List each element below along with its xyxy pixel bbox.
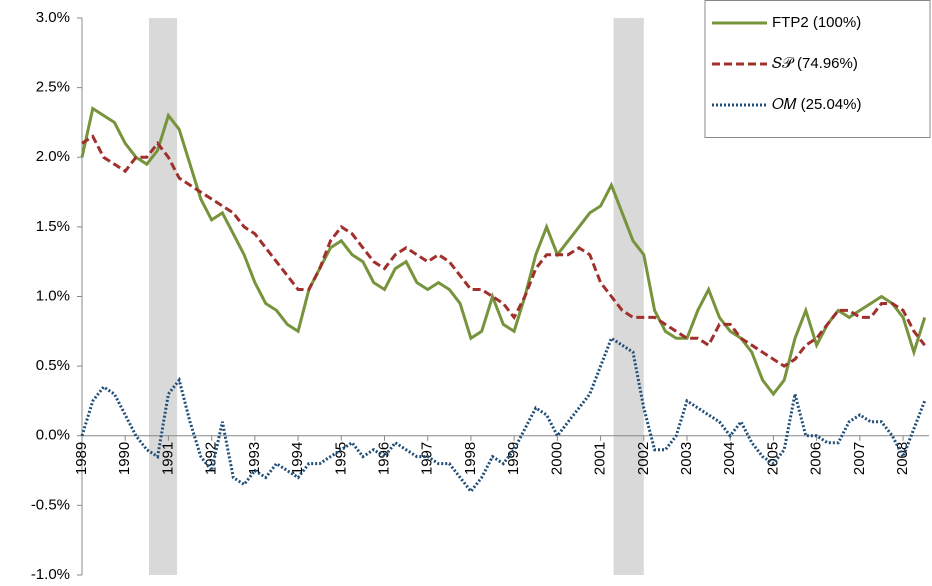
x-tick-label: 1995 xyxy=(332,442,349,475)
x-tick-label: 1989 xyxy=(73,442,90,475)
y-tick-label: 0.5% xyxy=(36,357,70,374)
x-tick-label: 1998 xyxy=(462,442,479,475)
y-tick-label: -1.0% xyxy=(31,566,70,583)
x-tick-label: 1993 xyxy=(246,442,263,475)
x-tick-label: 2006 xyxy=(808,442,825,475)
legend-label: FTP2 (100%) xyxy=(772,14,861,31)
x-tick-label: 2007 xyxy=(851,442,868,475)
shaded-period xyxy=(148,18,178,575)
x-tick-label: 1990 xyxy=(116,442,133,475)
x-tick-label: 1992 xyxy=(203,442,220,475)
x-tick-label: 1997 xyxy=(419,442,436,475)
y-tick-label: 1.0% xyxy=(36,287,70,304)
legend-label: 𝑆𝒫 (74.96%) xyxy=(772,55,858,72)
y-tick-label: 0.0% xyxy=(36,427,70,444)
y-tick-label: 2.5% xyxy=(36,79,70,96)
y-tick-label: 1.5% xyxy=(36,218,70,235)
x-tick-label: 1994 xyxy=(289,442,306,475)
x-tick-label: 1996 xyxy=(375,442,392,475)
y-tick-label: 2.0% xyxy=(36,148,70,165)
series-line xyxy=(80,336,927,494)
series-line xyxy=(80,106,927,397)
y-tick-label: -0.5% xyxy=(31,496,70,513)
x-tick-label: 1991 xyxy=(159,442,176,475)
x-tick-label: 2000 xyxy=(548,442,565,475)
x-tick-label: 2004 xyxy=(721,442,738,475)
x-tick-label: 1999 xyxy=(505,442,522,475)
x-tick-label: 2002 xyxy=(635,442,652,475)
x-tick-label: 2005 xyxy=(764,442,781,475)
y-tick-label: 3.0% xyxy=(36,9,70,26)
x-tick-label: 2001 xyxy=(592,442,609,475)
x-tick-label: 2003 xyxy=(678,442,695,475)
legend-label: 𝑂𝑀 (25.04%) xyxy=(772,96,861,113)
shaded-period xyxy=(613,18,644,575)
series-line xyxy=(81,134,926,368)
